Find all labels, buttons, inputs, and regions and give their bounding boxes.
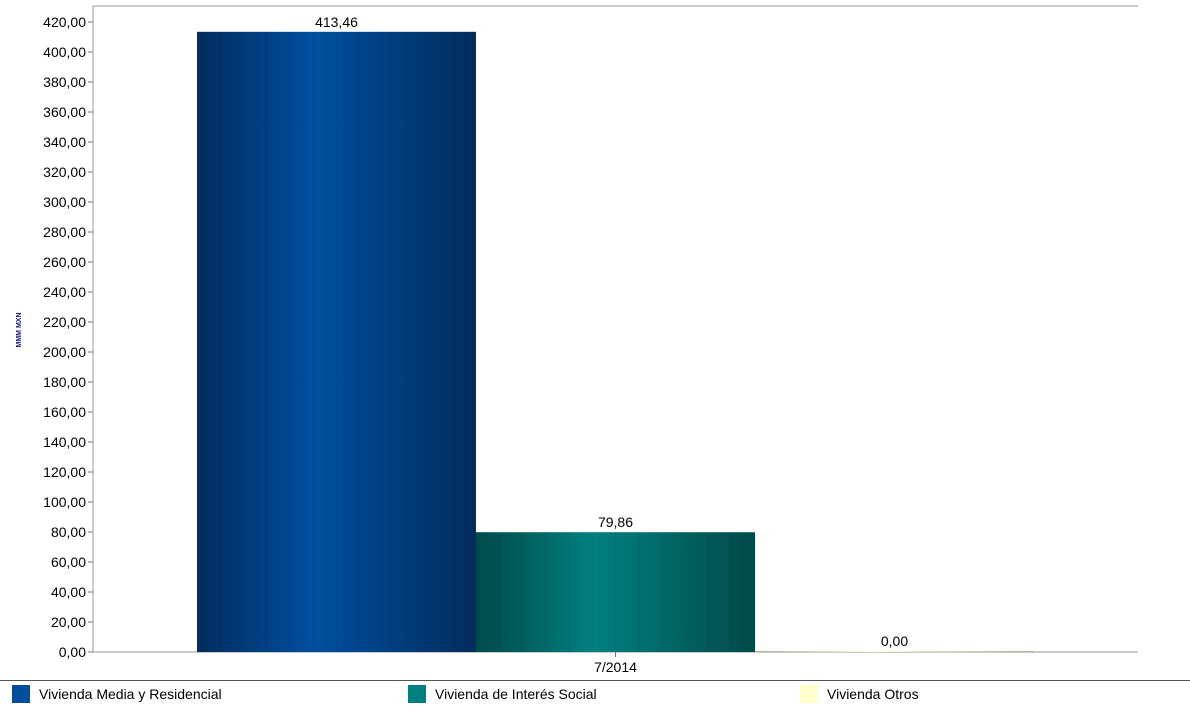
bar [755,651,1034,652]
legend-label: Vivienda Otros [827,686,919,702]
y-tick-label: 320,00 [43,164,86,180]
y-tick-label: 380,00 [43,74,86,90]
chart-axes: 0,00 20,00 40,00 60,00 80,00 100,00 120,00 140,… [43,5,1138,675]
y-tick-label: 360,00 [43,104,86,120]
legend-label: Vivienda Media y Residencial [39,686,222,702]
bar [197,31,476,653]
y-tick-label: 180,00 [43,374,86,390]
y-tick-label: 340,00 [43,134,86,150]
y-tick-label: 120,00 [43,464,86,480]
y-tick-label: 300,00 [43,194,86,210]
y-tick-label: 160,00 [43,404,86,420]
y-tick-label: 140,00 [43,434,86,450]
y-tick-label: 80,00 [51,524,86,540]
data-label: 0,00 [881,633,908,649]
y-tick-label: 420,00 [43,14,86,30]
data-label: 79,86 [598,514,633,530]
y-tick-label: 20,00 [51,614,86,630]
y-axis-title: MMM MXN [16,313,23,348]
legend-item: Vivienda de Interés Social [408,684,597,704]
legend-divider [0,680,1190,681]
legend-label: Vivienda de Interés Social [435,686,597,702]
y-tick-label: 100,00 [43,494,86,510]
y-tick-label: 400,00 [43,44,86,60]
legend-swatch [12,685,30,703]
y-tick-label: 240,00 [43,284,86,300]
y-tick-label: 60,00 [51,554,86,570]
legend-item: Vivienda Media y Residencial [12,684,222,704]
y-tick-label: 280,00 [43,224,86,240]
bar [476,532,755,652]
legend-item: Vivienda Otros [800,684,919,704]
y-tick-label: 200,00 [43,344,86,360]
y-tick-label: 260,00 [43,254,86,270]
y-tick-label: 220,00 [43,314,86,330]
y-tick-label: 40,00 [51,584,86,600]
x-tick-label: 7/2014 [594,659,637,675]
legend-swatch [408,685,426,703]
chart-labels: 413,46 79,86 0,00 [315,14,908,649]
chart-legend: Vivienda Media y Residencial Vivienda de … [0,684,1190,704]
legend-swatch [800,685,818,703]
bar-chart: 0,00 20,00 40,00 60,00 80,00 100,00 120,00 140,… [16,5,1138,675]
chart-bars [197,31,1034,653]
data-label: 413,46 [315,14,358,30]
y-tick-label: 0,00 [59,644,86,660]
